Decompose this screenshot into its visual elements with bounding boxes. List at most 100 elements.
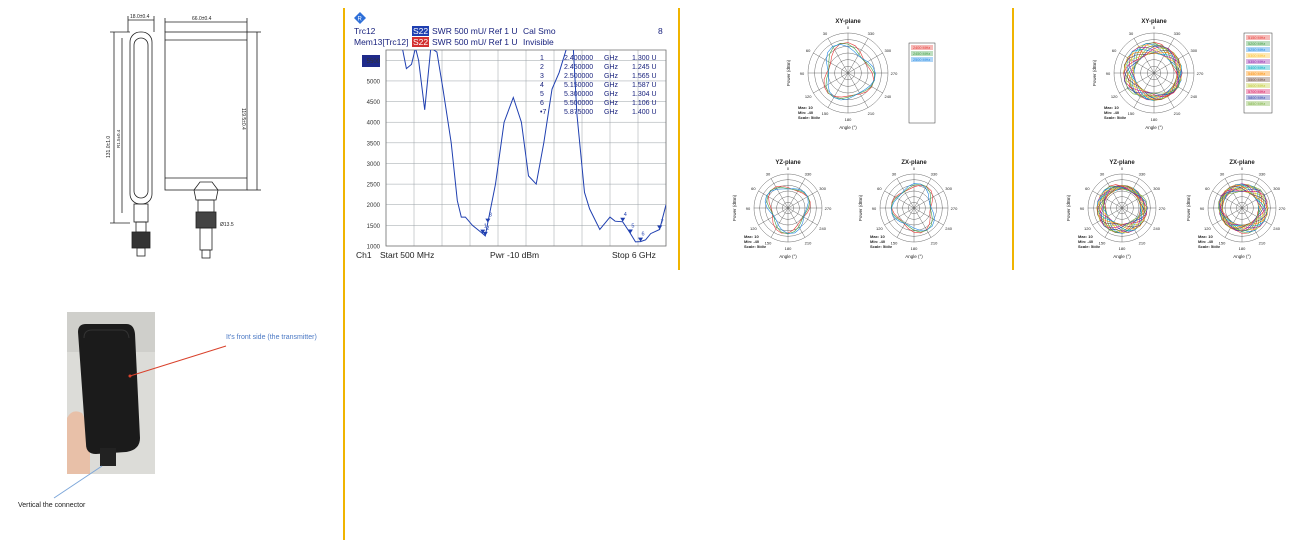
angle-tick-label: 120 <box>1111 94 1118 99</box>
footer-power: Pwr -10 dBm <box>490 250 540 260</box>
pattern-trace <box>1097 185 1146 228</box>
marker-table-cell: 1 <box>540 55 544 62</box>
angle-tick-label: 60 <box>1085 186 1090 191</box>
angle-tick-label: 330 <box>1259 171 1266 176</box>
vna-panel: R Trc12 Mem13[Trc12] S22 S22 SWR 500 mU/… <box>350 10 670 266</box>
marker-table-cell: 2.500000 <box>564 73 593 80</box>
marker-table-cell: 1.245 U <box>632 64 657 71</box>
marker-table-cell: 1.300 U <box>632 55 657 62</box>
angle-tick-label: 330 <box>931 171 938 176</box>
angle-tick-label: 120 <box>1204 226 1211 231</box>
legend-entry: 5350 MHz <box>1248 60 1265 64</box>
trace2-format: SWR 500 mU/ Ref 1 U <box>432 37 518 47</box>
marker-table-cell: 4 <box>540 82 544 89</box>
marker-point <box>638 237 644 242</box>
footer-stop: Stop 6 GHz <box>612 250 656 260</box>
angle-tick-label: 300 <box>1273 186 1280 191</box>
marker-point-label: 2 <box>486 226 489 232</box>
angle-tick-label: 270 <box>1159 206 1166 211</box>
dim-left-vert: 131.0±1.0 <box>106 136 112 158</box>
marker-table-cell: GHz <box>604 64 619 71</box>
angle-tick-label: 210 <box>1174 111 1181 116</box>
marker-count: 8 <box>658 26 663 36</box>
angle-tick-label: 150 <box>822 111 829 116</box>
marker-table-cell: 5.875000 <box>564 109 593 116</box>
pattern-trace <box>1102 186 1148 233</box>
angle-tick-label: 150 <box>1219 241 1226 246</box>
frequency-legend: 2400 MHz 2450 MHz 2500 MHz <box>908 42 936 124</box>
trace1-label: Trc12 <box>354 26 376 36</box>
angle-axis-label: Angle (°) <box>905 254 923 259</box>
pattern-stats: Max: 10 <box>1198 234 1213 239</box>
angle-tick-label: 330 <box>1139 171 1146 176</box>
angle-tick-label: 210 <box>868 111 875 116</box>
pattern-trace <box>1099 185 1148 229</box>
legend-entry: 2400 MHz <box>913 46 930 50</box>
svg-text:R: R <box>358 17 363 23</box>
pattern-stats: Min: -40 <box>1198 239 1214 244</box>
trace-indicator <box>362 55 380 67</box>
polar-title: YZ-plane <box>775 160 801 166</box>
pattern-trace <box>823 42 875 98</box>
polar-title: ZX-plane <box>901 160 927 166</box>
angle-tick-label: 0 <box>787 166 790 171</box>
polar-title: YZ-plane <box>1109 160 1135 166</box>
swr-trace <box>402 50 666 243</box>
angle-tick-label: 270 <box>891 71 898 76</box>
angle-tick-label: 240 <box>1273 226 1280 231</box>
angle-tick-label: 150 <box>765 241 772 246</box>
pattern-trace <box>1217 186 1265 232</box>
angle-tick-label: 240 <box>819 226 826 231</box>
angle-tick-label: 180 <box>1151 117 1158 122</box>
angle-tick-label: 60 <box>806 48 811 53</box>
y-tick-label: 1500 <box>367 224 381 230</box>
marker-table-cell: GHz <box>604 73 619 80</box>
angle-tick-label: 150 <box>891 241 898 246</box>
dim-top-left: 18.0±0.4 <box>130 14 150 20</box>
power-axis-label: Power (dBm) <box>1092 59 1097 86</box>
marker-table-cell: 5.300000 <box>564 91 593 98</box>
swr-chart: 1000 1500 2000 2500 3000 3500 4000 4500 5000 5500… <box>362 49 667 251</box>
power-axis-label: Power (dBm) <box>1066 194 1071 221</box>
y-tick-label: 2000 <box>367 203 381 209</box>
legend-entry: 5200 MHz <box>1248 42 1265 46</box>
radiation-patterns-5g: XY-plane0306090120150180210240270300330A… <box>1066 19 1286 259</box>
angle-tick-label: 0 <box>1153 25 1156 30</box>
marker-table-cell: 1.106 U <box>632 100 657 107</box>
marker-table-cell: 1.565 U <box>632 73 657 80</box>
legend-entry: 5600 MHz <box>1248 84 1265 88</box>
pattern-stats: Scale: 5/div <box>744 244 767 249</box>
marker-point <box>482 231 488 236</box>
marker-point <box>485 218 491 223</box>
marker-table-cell: 1.400 U <box>632 109 657 116</box>
angle-tick-label: 300 <box>819 186 826 191</box>
marker-table-cell: GHz <box>604 91 619 98</box>
y-tick-label: 4500 <box>367 100 381 106</box>
marker-point <box>627 229 633 234</box>
antenna-photo <box>53 312 227 499</box>
pattern-stats: Min: -40 <box>870 239 886 244</box>
angle-tick-label: 330 <box>1174 31 1181 36</box>
pattern-stats: Scale: 5/div <box>1198 244 1221 249</box>
legend-entry: 5850 MHz <box>1248 102 1265 106</box>
radiation-patterns-2g: XY-plane0306090120150180210240270300330A… <box>732 19 958 259</box>
angle-tick-label: 210 <box>805 241 812 246</box>
footer-start: Start 500 MHz <box>380 250 435 260</box>
pattern-stats: Max: 10 <box>744 234 759 239</box>
angle-tick-label: 270 <box>1279 206 1286 211</box>
y-tick-label: 5500 <box>367 59 381 65</box>
angle-tick-label: 30 <box>766 171 771 176</box>
pattern-stats: Scale: 5/div <box>1078 244 1101 249</box>
marker-table-cell: 5 <box>540 91 544 98</box>
angle-tick-label: 150 <box>1099 241 1106 246</box>
angle-tick-label: 180 <box>845 117 852 122</box>
power-axis-label: Power (dBm) <box>732 194 737 221</box>
angle-tick-label: 180 <box>1239 246 1246 251</box>
pattern-trace <box>891 183 935 231</box>
pattern-trace <box>1123 46 1178 97</box>
